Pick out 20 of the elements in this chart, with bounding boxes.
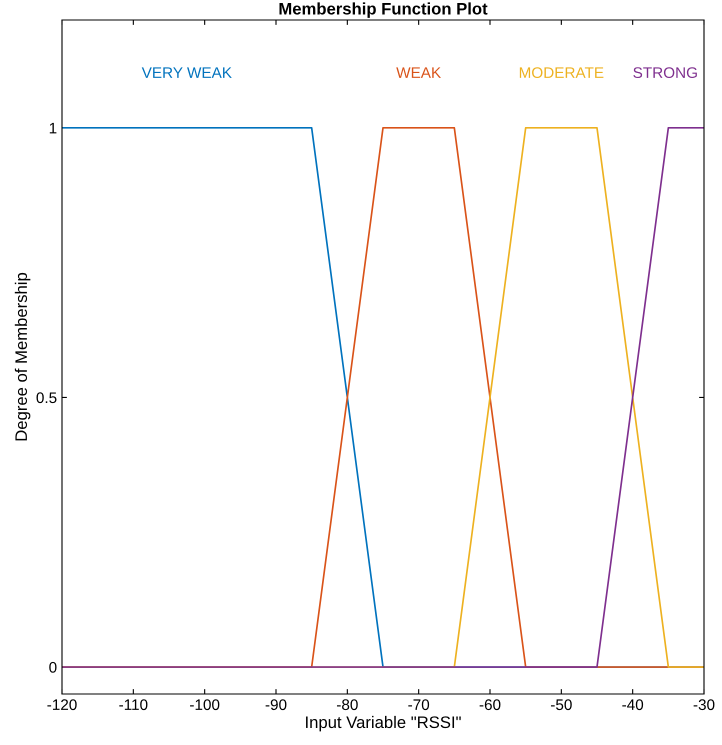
- x-tick-label: -120: [47, 699, 77, 710]
- x-tick-label: -50: [550, 699, 572, 710]
- text: STRONG: [633, 67, 697, 78]
- y-tick-label: 0: [49, 662, 57, 673]
- x-tick-label: -60: [480, 699, 500, 710]
- y-tick-label: 0.5: [36, 392, 56, 404]
- x-axis-title: Input Variable "RSSI": [306, 716, 461, 732]
- text: VERY WEAK: [142, 67, 232, 78]
- chart-title: Membership Function Plot: [279, 2, 488, 18]
- y-axis-title: Degree of Membership: [14, 272, 30, 440]
- x-tick-label: -90: [266, 699, 286, 710]
- x-tick-label: -110: [119, 699, 148, 710]
- x-tick-label: -70: [408, 699, 430, 710]
- x-tick-label: -100: [190, 699, 220, 710]
- x-tick-label: -80: [336, 699, 358, 710]
- y-tick-label: 1: [50, 122, 56, 134]
- x-tick-label: -30: [694, 699, 714, 710]
- text: WEAK: [396, 67, 441, 78]
- x-tick-label: -40: [622, 699, 644, 710]
- text: MODERATE: [520, 67, 604, 78]
